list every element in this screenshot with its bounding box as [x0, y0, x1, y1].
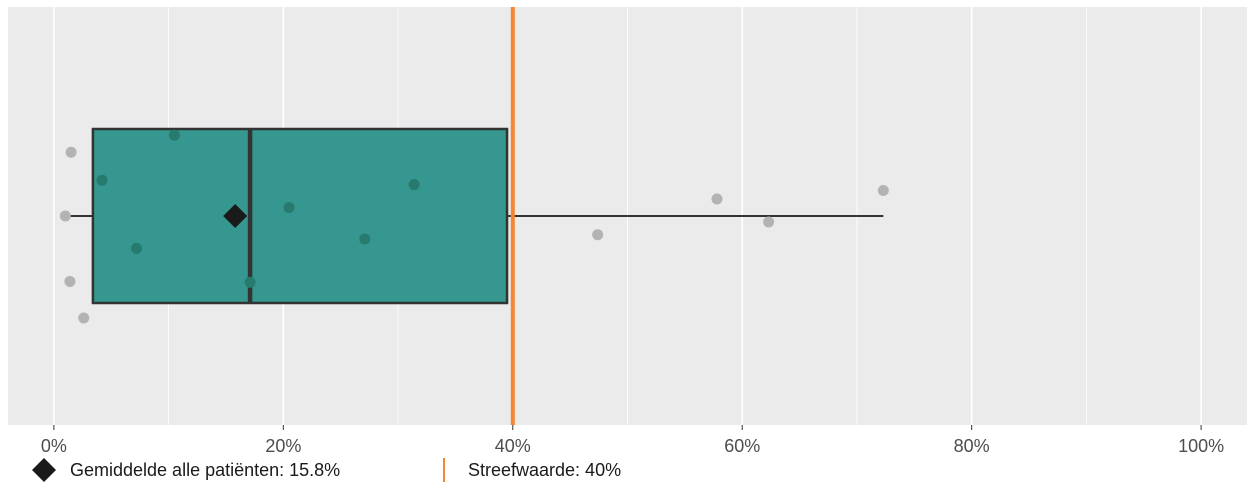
- data-point: [78, 312, 90, 324]
- data-point: [244, 276, 256, 288]
- data-point: [130, 242, 142, 254]
- data-point: [763, 216, 775, 228]
- mean-marker: [223, 204, 248, 228]
- iqr-box: [91, 127, 509, 305]
- legend: Gemiddelde alle patiënten: 15.8% Streefw…: [32, 458, 621, 482]
- data-point: [711, 193, 723, 205]
- data-point: [168, 129, 180, 141]
- data-point: [64, 275, 76, 287]
- data-point: [59, 210, 71, 222]
- x-tick-label: 100%: [1178, 436, 1224, 456]
- data-point: [877, 185, 889, 196]
- data-points: [59, 129, 889, 324]
- x-tick-label: 0%: [41, 436, 67, 456]
- x-tick-label: 80%: [954, 436, 990, 456]
- data-point: [96, 174, 108, 186]
- diamond-icon: [32, 458, 56, 482]
- data-point: [408, 179, 420, 191]
- x-axis-ticks: 0% 20% 40% 60% 80% 100%: [41, 425, 1224, 456]
- x-tick-label: 60%: [724, 436, 760, 456]
- legend-mean-label: Gemiddelde alle patiënten: 15.8%: [70, 460, 340, 480]
- data-point: [592, 229, 604, 241]
- x-tick-label: 20%: [265, 436, 301, 456]
- data-point: [283, 202, 295, 213]
- box-layer: [65, 127, 884, 305]
- data-point: [65, 146, 77, 158]
- mean-layer: [223, 204, 248, 228]
- legend-target-label: Streefwaarde: 40%: [468, 460, 621, 480]
- data-point: [359, 233, 371, 245]
- x-tick-label: 40%: [495, 436, 531, 456]
